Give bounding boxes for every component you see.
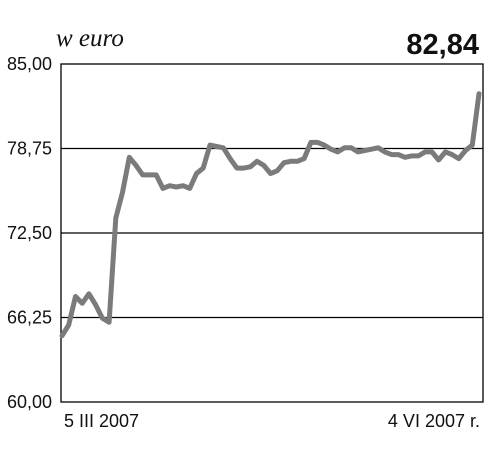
unit-label: w euro <box>56 25 124 52</box>
plot-frame <box>60 63 484 403</box>
end-date-label: 4 VI 2007 r. <box>388 411 480 431</box>
y-tick-label: 72,50 <box>7 223 52 243</box>
y-tick-label: 60,00 <box>7 392 52 412</box>
series-group <box>59 91 482 339</box>
y-tick-label: 85,00 <box>7 54 52 74</box>
y-tick-label: 66,25 <box>7 308 52 328</box>
gridlines <box>61 147 483 319</box>
y-tick-label: 78,75 <box>7 139 52 159</box>
y-axis-tick-labels: 85,00 78,75 72,50 66,25 60,00 <box>7 54 52 412</box>
start-date-label: 5 III 2007 <box>64 411 139 431</box>
series-line <box>59 91 482 339</box>
last-value-label: 82,84 <box>406 29 479 61</box>
